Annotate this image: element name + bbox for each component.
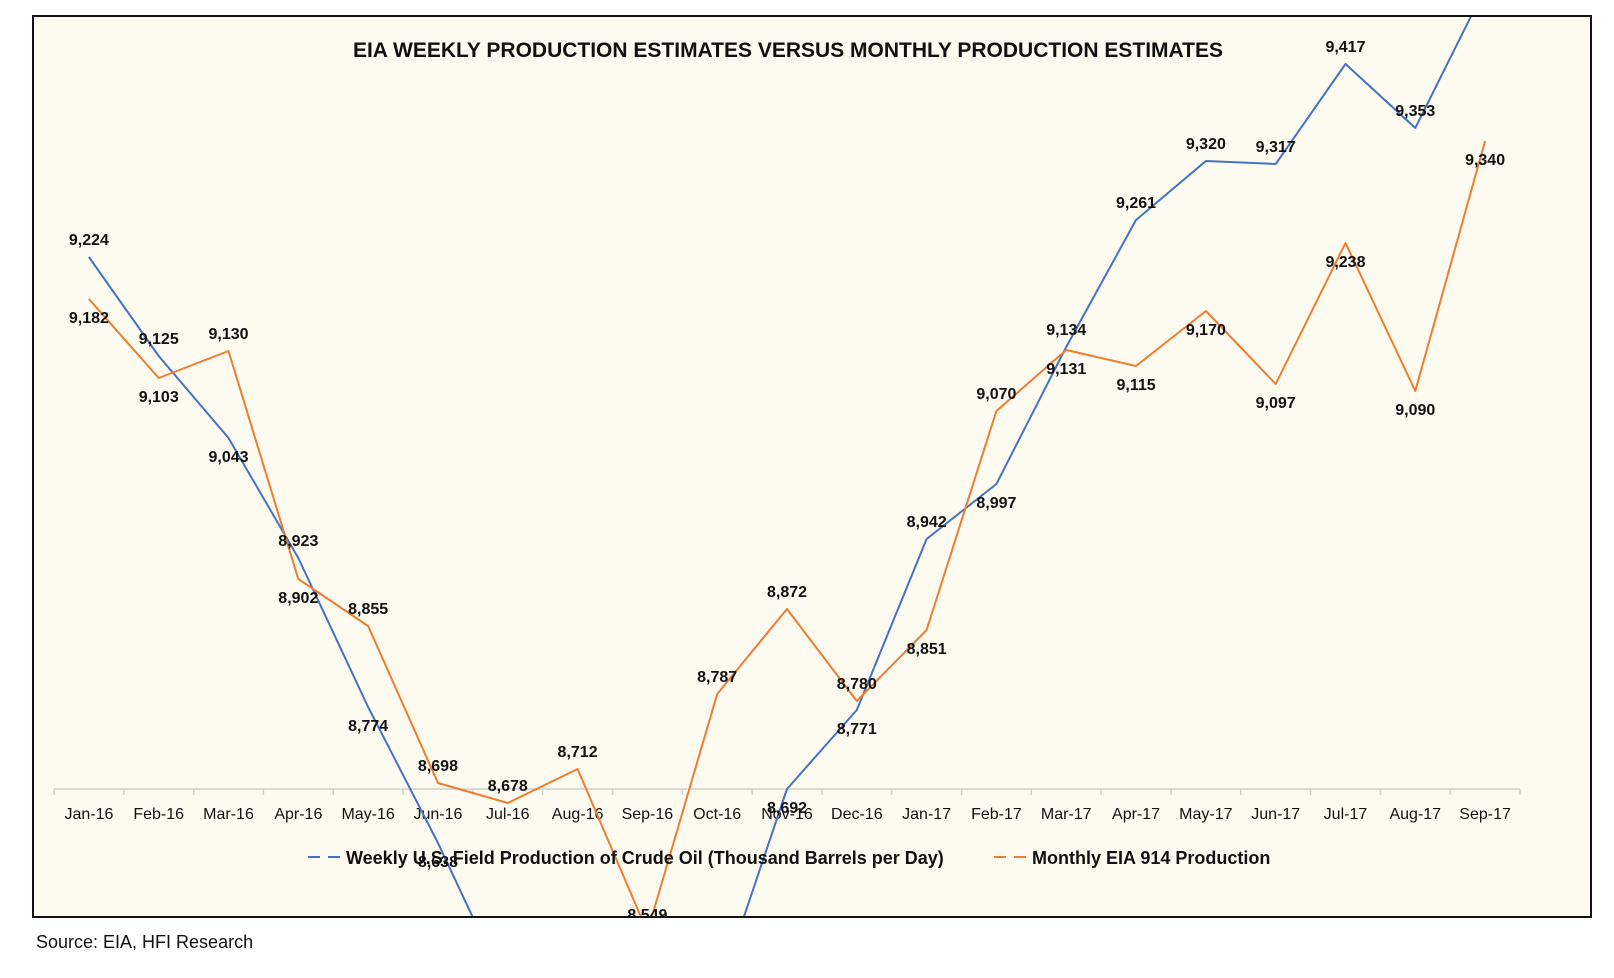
data-label-monthly: 9,170 xyxy=(1186,322,1226,339)
data-label-monthly: 9,097 xyxy=(1256,395,1296,412)
legend: Weekly U.S. Field Production of Crude Oi… xyxy=(308,848,1270,868)
data-label-monthly: 9,103 xyxy=(139,389,179,406)
data-label-weekly: 9,224 xyxy=(69,232,109,249)
data-label-monthly: 8,851 xyxy=(907,641,947,658)
data-label-monthly: 9,238 xyxy=(1325,254,1365,271)
data-label-weekly: 8,923 xyxy=(278,533,318,550)
data-label-weekly: 9,320 xyxy=(1186,136,1226,153)
data-label-monthly: 8,872 xyxy=(767,584,807,601)
x-tick-label: Dec-16 xyxy=(831,806,883,823)
data-label-monthly: 8,902 xyxy=(278,590,318,607)
data-label-monthly: 9,070 xyxy=(976,386,1016,403)
x-tick-label: Nov-16 xyxy=(761,806,813,823)
data-label-monthly: 9,090 xyxy=(1395,402,1435,419)
x-tick-label: Jan-17 xyxy=(902,806,951,823)
source-note: Source: EIA, HFI Research xyxy=(36,932,254,952)
data-label-weekly: 8,638 xyxy=(418,854,458,871)
data-labels: 9,2249,1259,0438,9238,7748,6388,4898,520… xyxy=(69,39,1505,916)
x-tick-label: Sep-16 xyxy=(622,806,674,823)
x-tick-label: Jul-17 xyxy=(1324,806,1368,823)
x-tick-label: Apr-16 xyxy=(274,806,322,823)
x-tick-label: Feb-17 xyxy=(971,806,1022,823)
series-lines xyxy=(88,17,1487,916)
x-tick-label: Oct-16 xyxy=(693,806,741,823)
data-label-weekly: 8,997 xyxy=(976,495,1016,512)
data-label-monthly: 9,340 xyxy=(1465,152,1505,169)
data-label-monthly: 8,698 xyxy=(418,758,458,775)
data-label-weekly: 9,353 xyxy=(1395,103,1435,120)
x-tick-label: Sep-17 xyxy=(1459,806,1511,823)
x-tick-label: Mar-17 xyxy=(1041,806,1092,823)
x-tick-label: May-17 xyxy=(1179,806,1232,823)
chart-frame: EIA WEEKLY PRODUCTION ESTIMATES VERSUS M… xyxy=(32,15,1592,918)
data-label-monthly: 8,787 xyxy=(697,669,737,686)
x-tick-label: Jan-16 xyxy=(64,806,113,823)
x-tick-label: Mar-16 xyxy=(203,806,254,823)
line-chart: EIA WEEKLY PRODUCTION ESTIMATES VERSUS M… xyxy=(53,17,1521,916)
data-label-weekly: 9,317 xyxy=(1256,139,1296,156)
legend-label-weekly: Weekly U.S. Field Production of Crude Oi… xyxy=(346,848,944,868)
data-label-weekly: 8,942 xyxy=(907,514,947,531)
data-label-monthly: 9,131 xyxy=(1046,361,1086,378)
data-label-monthly: 9,182 xyxy=(69,310,109,327)
chart-title: EIA WEEKLY PRODUCTION ESTIMATES VERSUS M… xyxy=(353,39,1223,62)
data-label-weekly: 8,771 xyxy=(837,721,877,738)
data-label-monthly: 8,855 xyxy=(348,601,388,618)
data-label-weekly: 9,134 xyxy=(1046,322,1086,339)
data-label-monthly: 9,115 xyxy=(1116,377,1155,394)
x-tick-label: Jul-16 xyxy=(486,806,530,823)
x-tick-label: May-16 xyxy=(341,806,394,823)
legend-label-monthly: Monthly EIA 914 Production xyxy=(1032,848,1270,868)
data-label-monthly: 8,678 xyxy=(488,778,528,795)
data-label-monthly: 9,130 xyxy=(209,326,249,343)
data-label-monthly: 8,549 xyxy=(627,907,667,916)
data-label-weekly: 9,043 xyxy=(209,449,249,466)
x-tick-label: Aug-17 xyxy=(1389,806,1441,823)
data-label-monthly: 8,780 xyxy=(837,676,877,693)
data-label-monthly: 8,712 xyxy=(558,744,598,761)
x-tick-label: Aug-16 xyxy=(552,806,604,823)
data-label-weekly: 8,774 xyxy=(348,718,388,735)
data-label-weekly: 9,261 xyxy=(1116,195,1156,212)
x-tick-label: Apr-17 xyxy=(1112,806,1160,823)
x-axis-ticks: Jan-16 Feb-16 Mar-16 Apr-16 May-16 Jun-16 Jul-… xyxy=(53,789,1521,823)
x-tick-label: Feb-16 xyxy=(133,806,184,823)
x-tick-label: Jun-17 xyxy=(1251,806,1300,823)
data-label-weekly: 9,417 xyxy=(1325,39,1365,56)
data-label-weekly: 8,692 xyxy=(767,800,807,817)
data-label-weekly: 9,125 xyxy=(139,331,179,348)
